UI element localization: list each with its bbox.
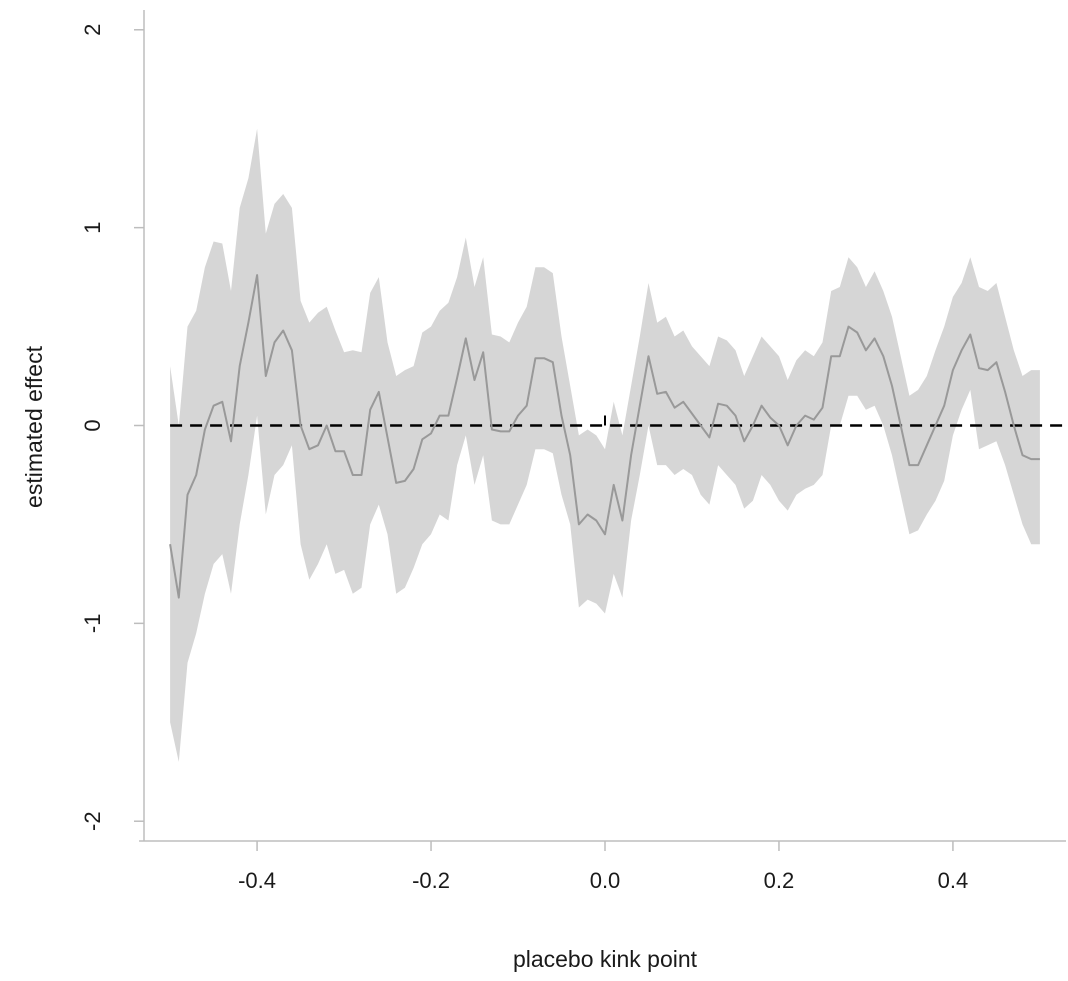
confidence-band [170, 128, 1040, 762]
confidence-band-layer [170, 128, 1040, 762]
y-tick-label: -1 [80, 614, 105, 634]
x-tick-label: 0.4 [938, 868, 969, 893]
y-tick-label: 0 [80, 419, 105, 431]
x-axis-title: placebo kink point [513, 946, 698, 972]
x-tick-label: 0.0 [590, 868, 621, 893]
y-tick-label: -2 [80, 811, 105, 831]
x-tick-label: -0.4 [238, 868, 276, 893]
x-tick-label: 0.2 [764, 868, 795, 893]
y-axis: -2 -1 0 1 2 [80, 10, 145, 841]
y-tick-label: 2 [80, 24, 105, 36]
estimate-line-layer [169, 274, 1040, 599]
x-axis: -0.4 -0.2 0.0 0.2 0.4 [139, 840, 1066, 893]
x-tick-label: -0.2 [412, 868, 450, 893]
y-tick-label: 1 [80, 222, 105, 234]
y-axis-title: estimated effect [21, 345, 47, 508]
reference-line-layer [170, 415, 1066, 427]
